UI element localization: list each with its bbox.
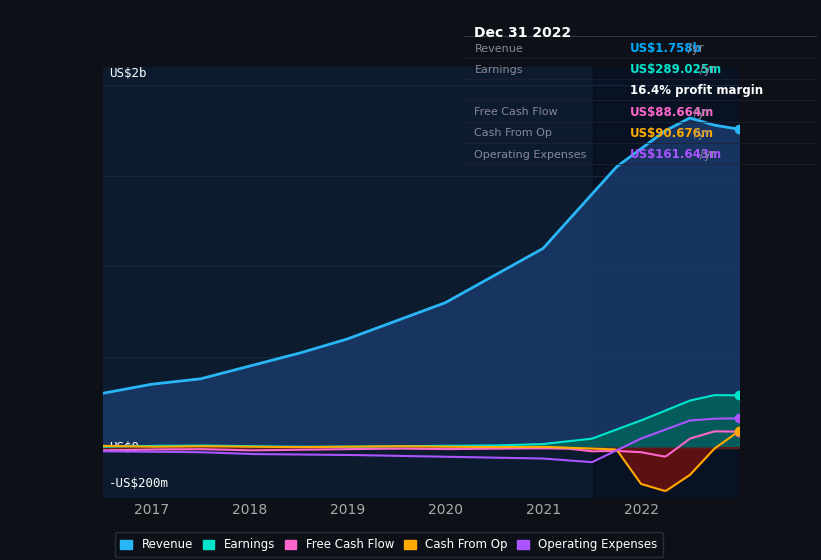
Text: US$88.664m: US$88.664m <box>630 106 714 119</box>
Text: /yr: /yr <box>696 63 716 76</box>
Text: -US$200m: -US$200m <box>109 478 169 491</box>
Bar <box>593 67 739 498</box>
Text: US$1.758b: US$1.758b <box>630 42 702 55</box>
Text: US$90.676m: US$90.676m <box>630 127 713 140</box>
Text: /yr: /yr <box>690 127 709 140</box>
Text: Revenue: Revenue <box>475 44 523 54</box>
Text: US$0: US$0 <box>109 441 139 454</box>
Text: /yr: /yr <box>684 42 704 55</box>
Legend: Revenue, Earnings, Free Cash Flow, Cash From Op, Operating Expenses: Revenue, Earnings, Free Cash Flow, Cash … <box>115 533 663 557</box>
Text: US$289.025m: US$289.025m <box>630 63 722 76</box>
Text: Operating Expenses: Operating Expenses <box>475 150 587 160</box>
Text: Earnings: Earnings <box>475 65 523 74</box>
Text: US$161.643m: US$161.643m <box>630 148 722 161</box>
Text: /yr: /yr <box>696 148 716 161</box>
Text: Free Cash Flow: Free Cash Flow <box>475 107 558 117</box>
Text: Cash From Op: Cash From Op <box>475 128 553 138</box>
Text: US$2b: US$2b <box>109 67 146 80</box>
Text: 16.4% profit margin: 16.4% profit margin <box>630 85 763 97</box>
Text: Dec 31 2022: Dec 31 2022 <box>475 26 571 40</box>
Text: /yr: /yr <box>690 106 709 119</box>
